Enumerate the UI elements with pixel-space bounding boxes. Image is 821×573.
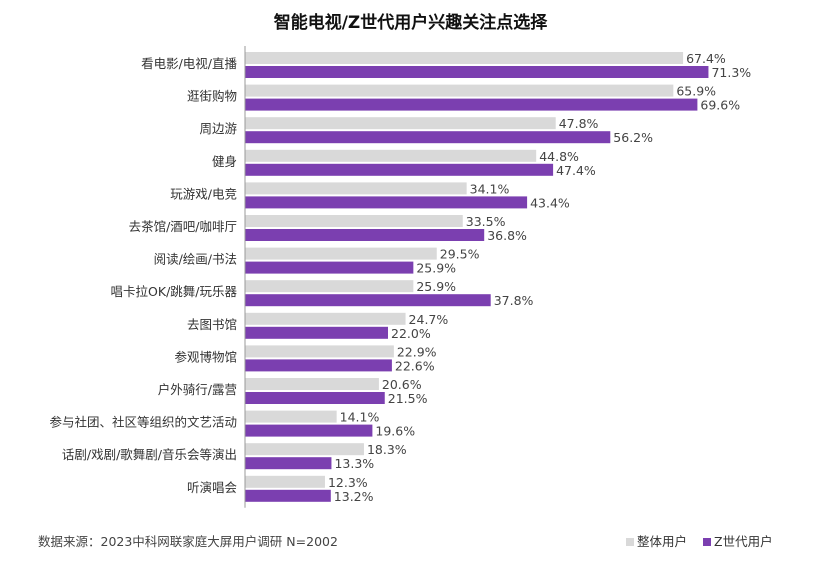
category-label: 参观博物馆 <box>174 349 237 364</box>
category-label: 健身 <box>212 154 237 169</box>
legend-label-overall: 整体用户 <box>637 534 688 549</box>
bar-overall <box>245 149 537 162</box>
bar-genz <box>245 392 385 404</box>
value-label-genz: 47.4% <box>556 163 596 178</box>
bar-genz <box>245 98 698 111</box>
bar-genz <box>245 424 373 437</box>
value-label-genz: 13.3% <box>334 456 374 471</box>
value-label-overall: 14.1% <box>340 410 380 425</box>
bar-overall <box>245 410 337 423</box>
value-label-genz: 71.3% <box>711 65 751 80</box>
value-label-overall: 47.8% <box>559 116 599 131</box>
category-label: 户外骑行/露营 <box>158 382 237 397</box>
bar-genz <box>245 131 611 144</box>
bar-overall <box>245 247 437 260</box>
category-label: 看电影/电视/直播 <box>141 56 237 71</box>
category-label: 参与社团、社区等组织的文艺活动 <box>49 415 237 430</box>
legend-item-overall: 整体用户 <box>626 531 687 550</box>
value-label-genz: 22.0% <box>391 326 431 341</box>
value-label-genz: 69.6% <box>700 98 740 113</box>
bar-overall <box>245 443 364 456</box>
value-label-genz: 37.8% <box>494 293 534 308</box>
value-label-overall: 20.6% <box>382 377 422 392</box>
value-label-overall: 25.9% <box>416 279 456 294</box>
category-label: 听演唱会 <box>187 480 238 495</box>
value-label-genz: 56.2% <box>613 130 653 145</box>
value-label-genz: 21.5% <box>388 391 428 406</box>
bar-overall <box>245 345 394 358</box>
bar-genz <box>245 294 491 307</box>
value-label-overall: 33.5% <box>466 214 506 229</box>
value-label-overall: 65.9% <box>676 84 716 99</box>
value-label-overall: 34.1% <box>470 181 510 196</box>
category-label: 周边游 <box>199 121 237 136</box>
value-label-genz: 25.9% <box>416 261 456 276</box>
data-source-note: 数据来源：2023中科网联家庭大屏用户调研 N=2002 <box>38 534 338 549</box>
category-label: 去图书馆 <box>187 317 237 332</box>
bar-overall <box>245 475 325 488</box>
bar-overall <box>245 280 414 293</box>
category-label: 阅读/绘画/书法 <box>154 252 237 267</box>
bar-genz <box>245 359 392 372</box>
category-label: 玩游戏/电竞 <box>170 186 237 201</box>
value-label-genz: 43.4% <box>530 195 570 210</box>
bar-genz <box>245 326 388 339</box>
value-label-overall: 29.5% <box>440 247 480 262</box>
legend-swatch-genz <box>703 538 711 546</box>
chart-title: 智能电视/Z世代用户兴趣关注点选择 <box>273 13 548 33</box>
value-label-overall: 24.7% <box>409 312 449 327</box>
category-label: 逛街购物 <box>187 89 237 104</box>
bar-genz <box>245 261 414 274</box>
category-label: 话剧/戏剧/歌舞剧/音乐会等演出 <box>62 447 237 462</box>
bar-overall <box>245 52 684 64</box>
value-label-overall: 18.3% <box>367 442 407 457</box>
value-label-genz: 22.6% <box>395 358 435 373</box>
value-label-overall: 67.4% <box>686 51 726 66</box>
value-label-overall: 22.9% <box>397 344 437 359</box>
bar-overall <box>245 182 467 195</box>
value-label-overall: 12.3% <box>328 475 368 490</box>
bar-genz <box>245 457 332 470</box>
value-label-genz: 19.6% <box>375 424 415 439</box>
legend-label-genz: Z世代用户 <box>714 534 773 549</box>
legend-item-genz: Z世代用户 <box>703 531 773 550</box>
legend: 整体用户 Z世代用户 <box>626 531 785 550</box>
bar-genz <box>245 66 709 78</box>
bar-genz <box>245 489 331 502</box>
bar-genz <box>245 229 485 241</box>
legend-swatch-overall <box>626 538 634 546</box>
value-label-genz: 13.2% <box>334 489 374 504</box>
bar-genz <box>245 163 554 176</box>
category-label: 去茶馆/酒吧/咖啡厅 <box>129 219 237 234</box>
bar-overall <box>245 215 463 227</box>
bar-overall <box>245 84 674 97</box>
bar-overall <box>245 312 406 325</box>
value-label-overall: 44.8% <box>539 149 579 164</box>
bar-overall <box>245 117 556 130</box>
bar-overall <box>245 378 379 390</box>
bar-genz <box>245 196 528 209</box>
category-label: 唱卡拉OK/跳舞/玩乐器 <box>111 284 238 299</box>
value-label-genz: 36.8% <box>487 228 527 243</box>
